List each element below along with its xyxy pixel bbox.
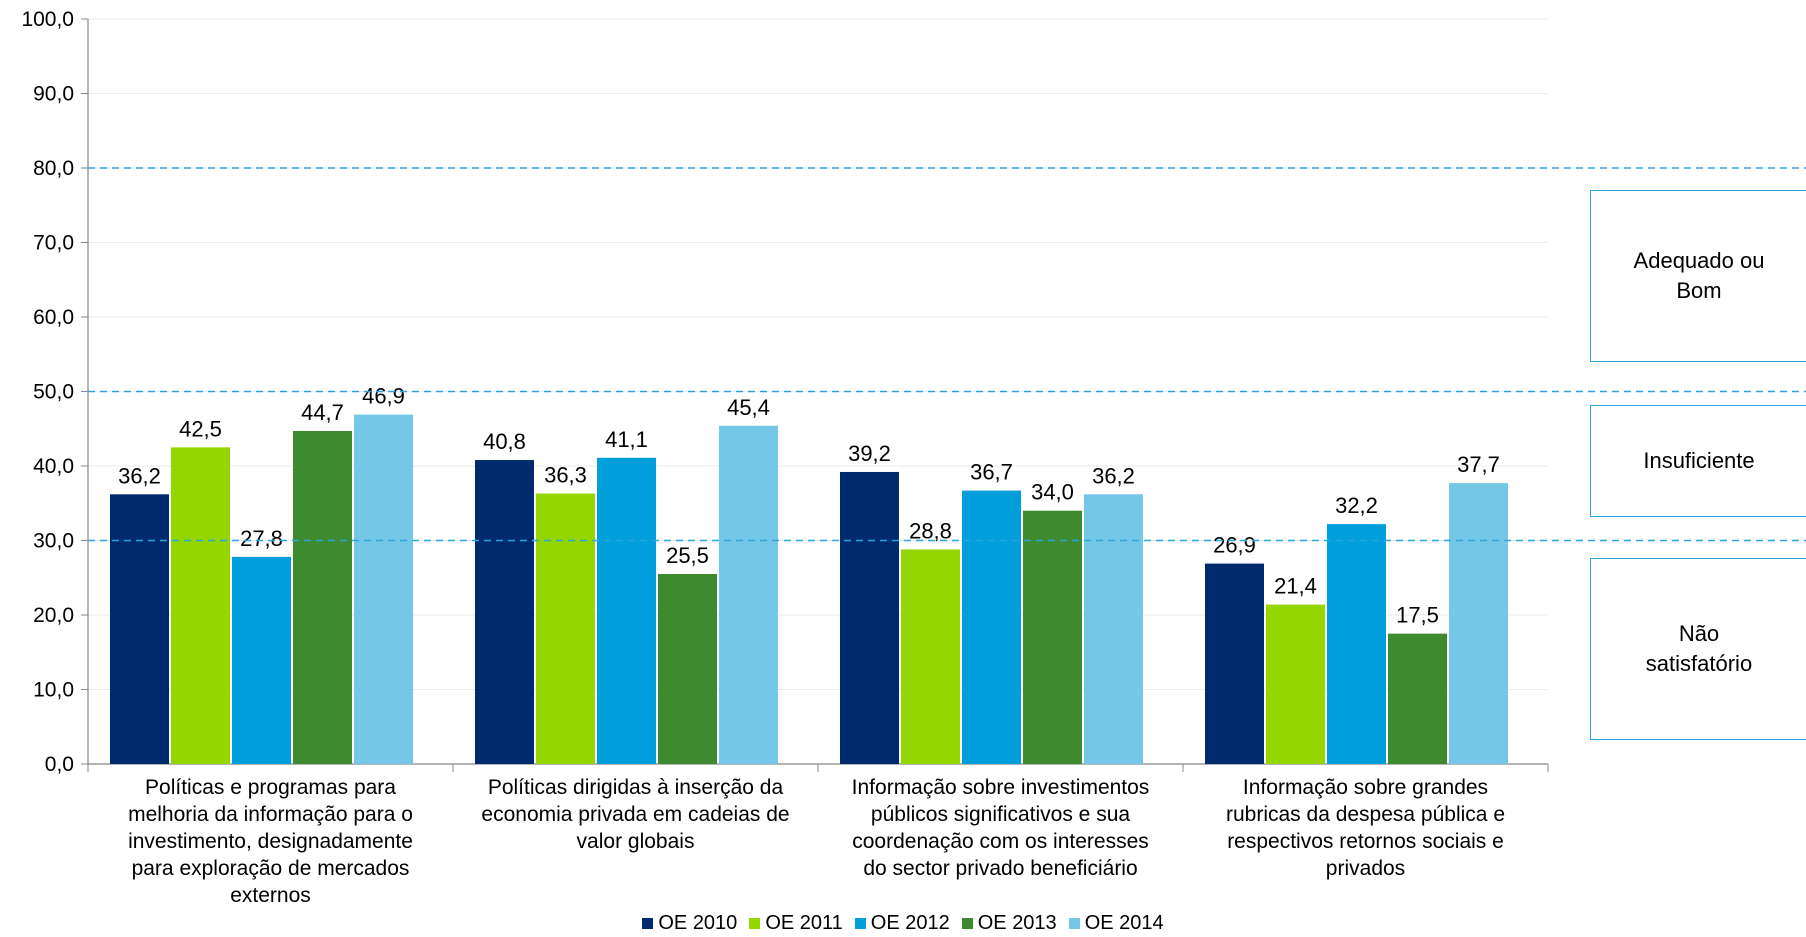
legend-label: OE 2011 xyxy=(765,912,843,934)
bar xyxy=(840,471,899,764)
x-category-label: Políticas e programas para melhoria da in… xyxy=(88,774,453,909)
x-category-label-line: externos xyxy=(230,884,311,907)
bar xyxy=(962,490,1021,764)
legend-label: OE 2014 xyxy=(1084,912,1164,934)
data-label: 37,7 xyxy=(1457,452,1500,477)
legend-item: OE 2013 xyxy=(961,912,1057,935)
y-tick-label: 50,0 xyxy=(33,381,74,404)
band-label-adequado: Adequado ou Bom xyxy=(1590,190,1806,362)
y-tick-label: 30,0 xyxy=(33,530,74,553)
legend-label: OE 2013 xyxy=(977,912,1057,934)
x-category-label-line: para exploração de mercados xyxy=(131,857,410,880)
y-tick-label: 100,0 xyxy=(21,8,74,31)
x-category-label-line: Informação sobre grandes xyxy=(1242,776,1489,799)
x-category-label-line: economia privada em cadeias de xyxy=(481,803,790,826)
x-category-label-line: Políticas e programas para xyxy=(145,776,396,799)
bar xyxy=(1266,604,1325,764)
bar xyxy=(901,549,960,764)
x-category-label: Informação sobre investimentos públicos s… xyxy=(818,774,1183,882)
data-label: 36,7 xyxy=(970,460,1013,485)
data-label: 21,4 xyxy=(1274,574,1317,599)
band-line: Bom xyxy=(1676,278,1722,303)
data-label: 45,4 xyxy=(727,395,770,420)
y-tick-label: 40,0 xyxy=(33,455,74,478)
data-label: 17,5 xyxy=(1396,603,1439,628)
y-tick-label: 60,0 xyxy=(33,306,74,329)
data-label: 34,0 xyxy=(1031,480,1074,505)
band-line: Adequado ou xyxy=(1633,248,1765,274)
bar xyxy=(293,430,352,764)
bar xyxy=(1449,483,1508,764)
bar xyxy=(1388,633,1447,764)
bar xyxy=(1327,524,1386,764)
bar xyxy=(171,447,230,764)
data-label: 39,2 xyxy=(848,441,891,466)
y-tick-label: 0,0 xyxy=(45,753,74,776)
bar xyxy=(1084,494,1143,764)
bar xyxy=(536,493,595,764)
data-label: 42,5 xyxy=(179,416,222,441)
y-tick-label: 80,0 xyxy=(33,157,74,180)
legend-label: OE 2012 xyxy=(870,912,950,934)
x-category-label-line: do sector privado beneficiário xyxy=(863,857,1138,880)
band-line: Insuficiente xyxy=(1643,448,1755,474)
chart-legend: OE 2010 OE 2011 OE 2012 OE 2013 OE 2014 xyxy=(0,912,1806,935)
bar xyxy=(232,556,291,764)
x-category-label: Informação sobre grandes rubricas da desp… xyxy=(1183,774,1548,882)
bar xyxy=(1205,563,1264,764)
y-tick-label: 20,0 xyxy=(33,604,74,627)
bar xyxy=(475,460,534,764)
data-label: 36,3 xyxy=(544,463,587,488)
bar xyxy=(597,457,656,764)
x-category-label-line: Políticas dirigidas à inserção da xyxy=(487,776,784,799)
data-label: 32,2 xyxy=(1335,493,1378,518)
y-tick-label: 70,0 xyxy=(33,232,74,255)
legend-item: OE 2014 xyxy=(1068,912,1164,935)
legend-item: OE 2011 xyxy=(749,912,843,935)
legend-label: OE 2010 xyxy=(658,912,738,934)
x-category-label-line: respectivos retornos sociais e xyxy=(1227,830,1504,853)
data-label: 25,5 xyxy=(666,543,709,568)
x-category-label-line: Informação sobre investimentos xyxy=(851,776,1150,799)
bar xyxy=(658,574,717,764)
data-label: 41,1 xyxy=(605,427,648,452)
bar xyxy=(110,494,169,764)
data-label: 28,8 xyxy=(909,518,952,543)
legend-swatch xyxy=(1068,918,1080,929)
data-label: 27,8 xyxy=(240,526,283,551)
data-label: 46,9 xyxy=(362,384,405,409)
band-line: Não xyxy=(1678,621,1720,647)
bar xyxy=(719,425,778,764)
x-category-label-line: valor globais xyxy=(576,830,695,853)
data-label: 36,2 xyxy=(118,463,161,488)
band-line: satisfatório xyxy=(1645,651,1753,676)
legend-item: OE 2012 xyxy=(854,912,950,935)
x-category-label-line: privados xyxy=(1325,857,1406,880)
y-tick-label: 90,0 xyxy=(33,83,74,106)
x-category-label-line: investimento, designadamente xyxy=(128,830,413,853)
x-category-label-line: coordenação com os interesses xyxy=(852,830,1149,853)
x-category-label-line: públicos significativos e sua xyxy=(870,803,1131,826)
data-label: 26,9 xyxy=(1213,533,1256,558)
bar xyxy=(1023,510,1082,764)
legend-swatch xyxy=(854,918,866,929)
x-category-label-line: rubricas da despesa pública e xyxy=(1225,803,1505,826)
band-label-insuficiente: Insuficiente xyxy=(1590,405,1806,517)
x-category-label-line: melhoria da informação para o xyxy=(128,803,413,826)
legend-swatch xyxy=(749,918,761,929)
data-label: 36,2 xyxy=(1092,463,1135,488)
x-category-label: Políticas dirigidas à inserção da economi… xyxy=(453,774,818,855)
y-tick-label: 10,0 xyxy=(33,679,74,702)
data-label: 44,7 xyxy=(301,400,344,425)
data-label: 40,8 xyxy=(483,429,526,454)
legend-item: OE 2010 xyxy=(642,912,737,935)
bar xyxy=(354,414,413,764)
legend-swatch xyxy=(642,918,654,929)
legend-swatch xyxy=(961,918,973,929)
band-label-nao-satisfatorio: Não satisfatório xyxy=(1590,558,1806,740)
